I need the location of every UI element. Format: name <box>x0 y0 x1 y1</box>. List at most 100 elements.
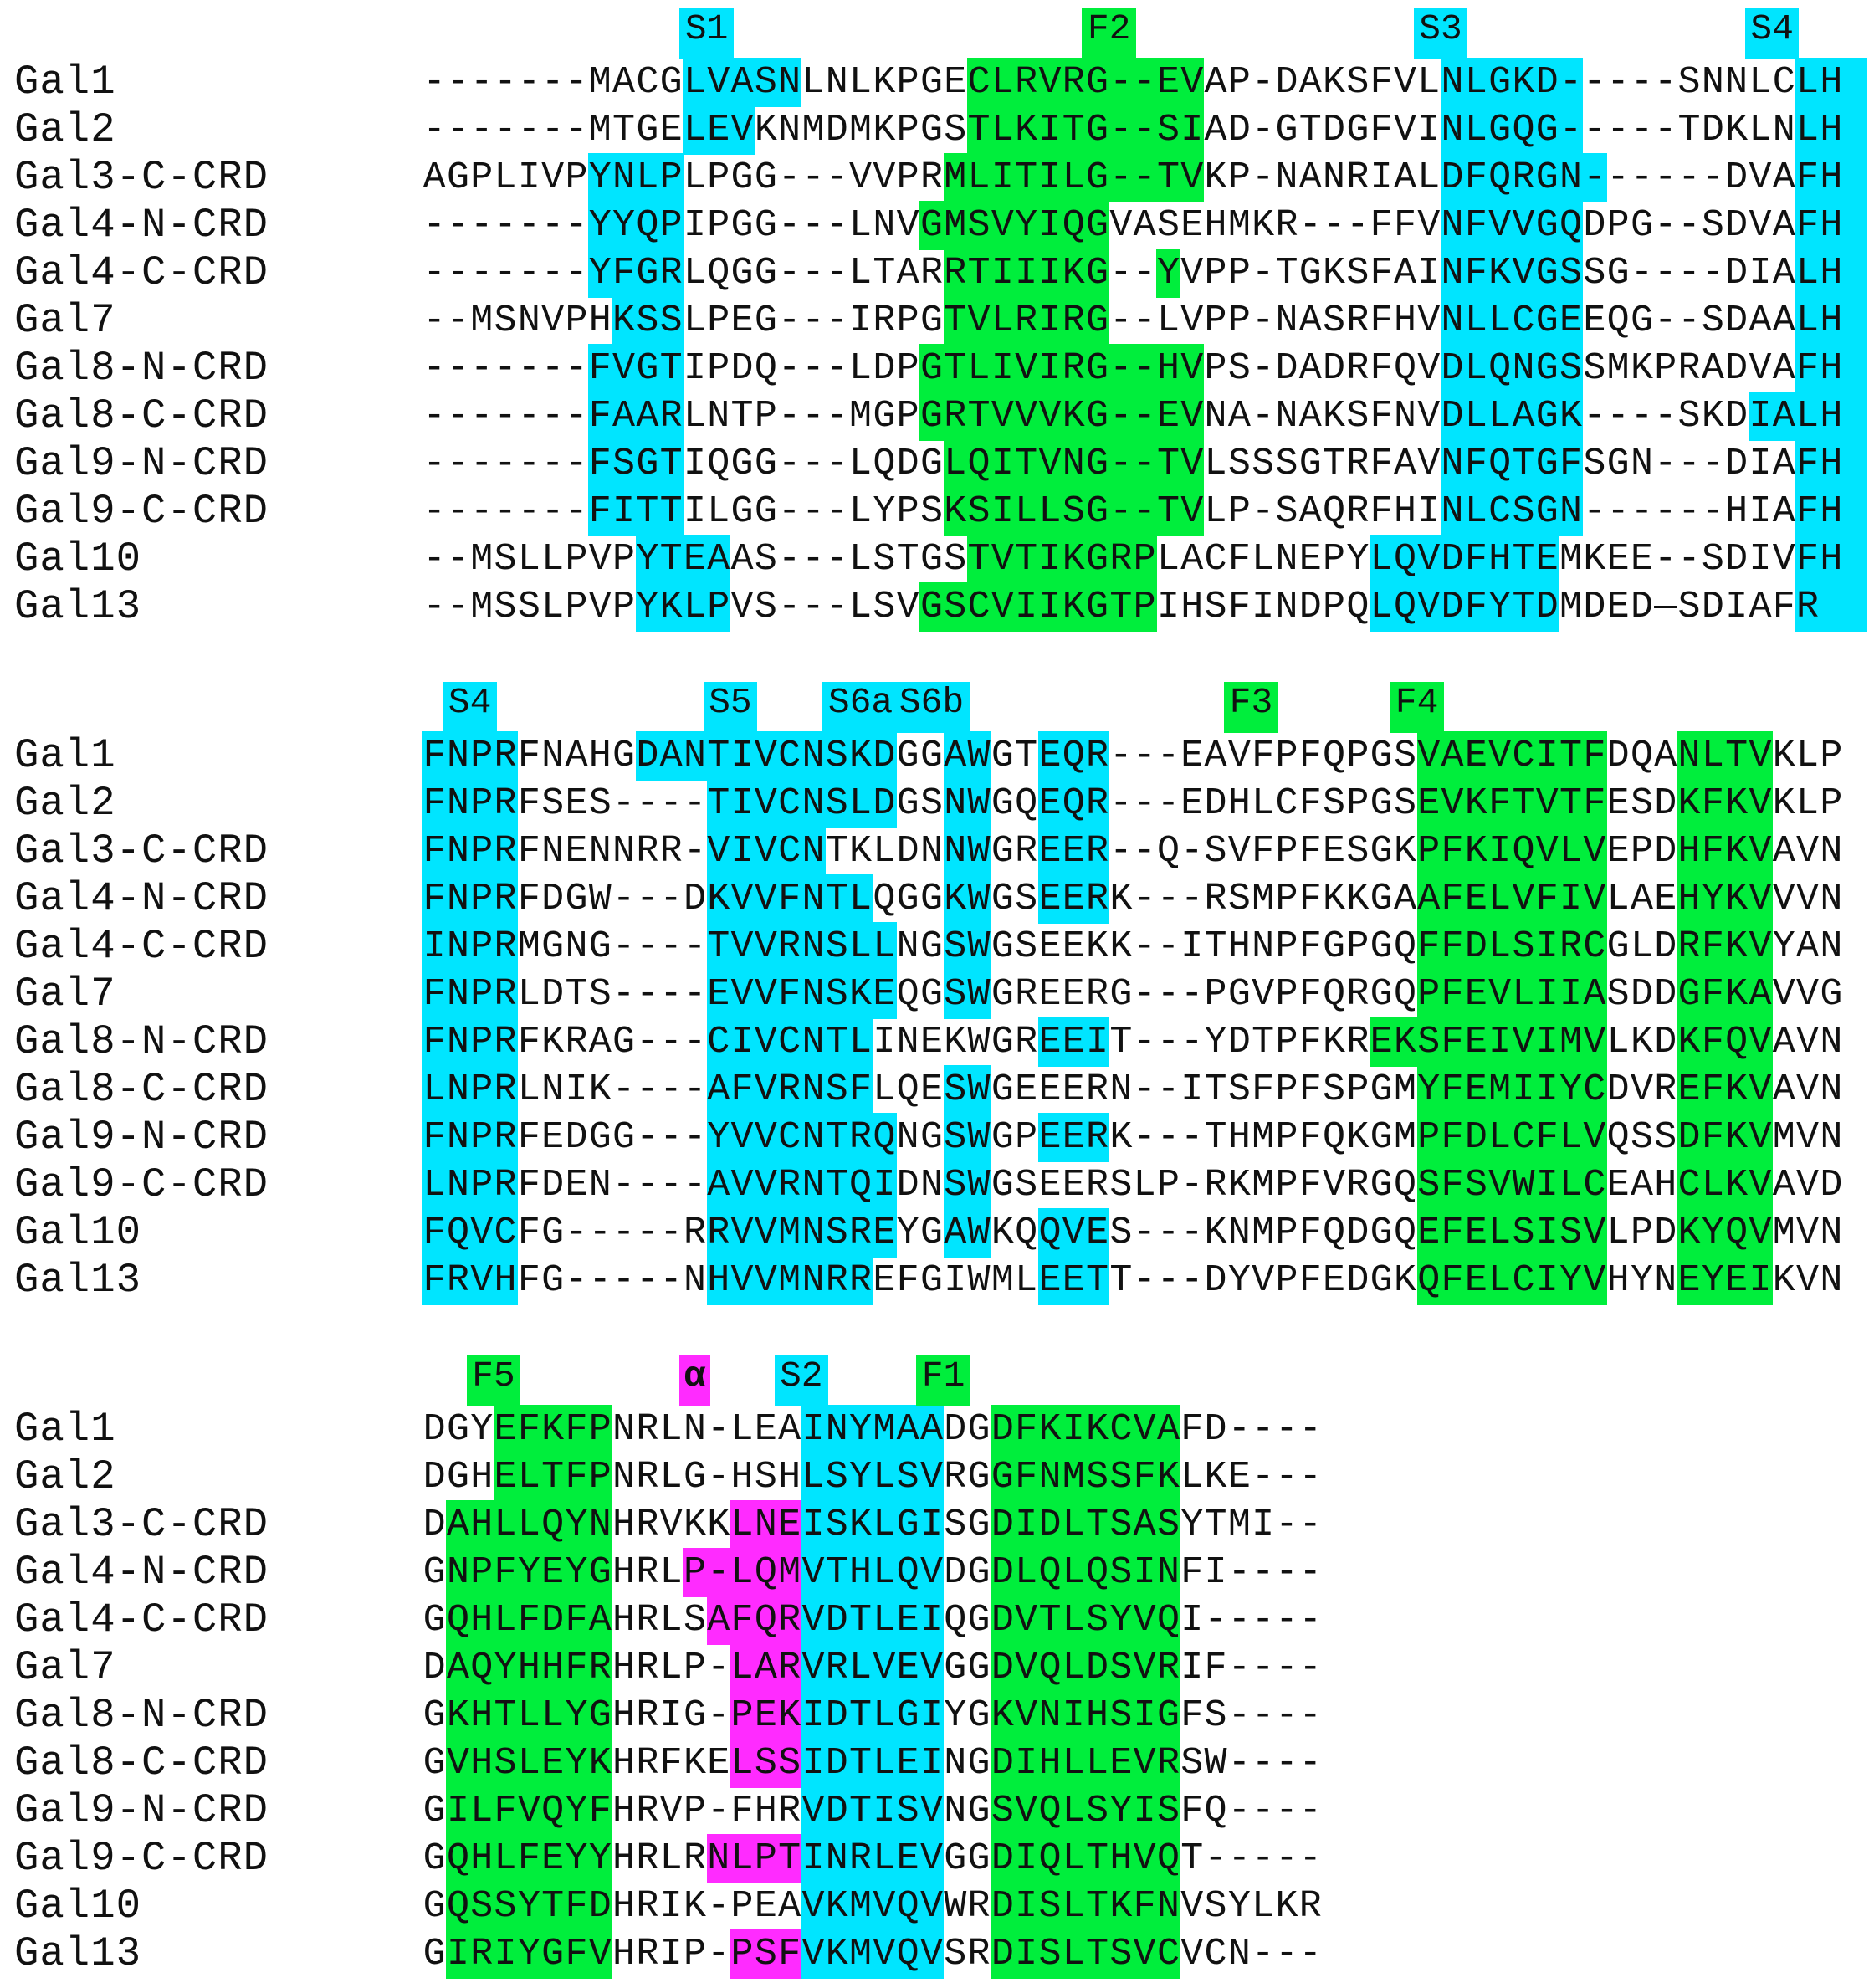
sequence-name: Gal8-N-CRD <box>14 1018 269 1065</box>
sequence-name: Gal10 <box>14 535 142 582</box>
feature-highlight <box>1677 779 1773 828</box>
feature-label-s6a: S6a <box>822 682 899 733</box>
feature-highlight <box>706 874 873 924</box>
feature-highlight <box>1795 58 1867 107</box>
feature-highlight <box>612 296 684 346</box>
feature-highlight <box>588 153 684 202</box>
feature-highlight <box>683 105 755 155</box>
feature-highlight <box>446 1834 612 1883</box>
alignment-row: Gal10- - M S L L P V P Y T E A A S - - - L S T G S T V T I K G R P L A C F… <box>14 535 1843 582</box>
feature-highlight <box>801 1643 945 1693</box>
feature-highlight <box>493 1405 612 1454</box>
feature-highlight <box>422 1065 518 1114</box>
feature-highlight <box>422 1017 518 1067</box>
feature-highlight <box>1795 296 1867 346</box>
feature-highlight <box>919 201 1110 250</box>
sequence-name: Gal2 <box>14 106 116 153</box>
feature-highlight <box>683 58 802 107</box>
alignment-row: Gal10 G Q S S Y T F D H R I K - P E A V K M V Q V W R D I S L T K F N V S Y… <box>14 1883 1322 1929</box>
feature-highlight <box>1677 827 1773 876</box>
feature-highlight <box>588 487 684 536</box>
feature-highlight <box>706 970 897 1019</box>
feature-highlight <box>422 874 518 924</box>
feature-highlight <box>1440 487 1584 536</box>
feature-highlight <box>1795 487 1867 536</box>
feature-highlight <box>1037 1256 1110 1305</box>
alignment-row: Gal8-N-CRD F N P R F K R A G - - - C I V C N T L I N E K W G R E E I T… <box>14 1018 1843 1065</box>
feature-highlight <box>1416 827 1607 876</box>
feature-highlight <box>1677 1256 1773 1305</box>
alignment-row: Gal10 F Q V C F G - - - - - R R V V M N S R E Y G A W K Q Q V E S - - - K N… <box>14 1209 1843 1256</box>
feature-highlight <box>706 1161 897 1210</box>
alignment-row: Gal1 F N P R F N A H G D A N T I V C N S K D G G A W G T E Q R - - - E A V F… <box>14 732 1843 779</box>
feature-highlight <box>943 1161 991 1210</box>
feature-highlight <box>991 1882 1181 1931</box>
feature-highlight <box>1440 248 1584 298</box>
feature-highlight <box>991 1929 1181 1979</box>
feature-highlight <box>422 731 518 781</box>
feature-highlight <box>801 1453 945 1502</box>
feature-highlight <box>1037 827 1110 876</box>
feature-highlight <box>730 1691 802 1740</box>
feature-highlight <box>801 1786 945 1836</box>
feature-highlight <box>1037 1113 1110 1162</box>
feature-highlight <box>1677 1161 1773 1210</box>
alignment-row: Gal13- - M S S L P V P Y K L P V S - - - L S V G S C V I I K G T P I H S F… <box>14 583 1820 630</box>
alignment-row: Gal3-C-CRD A G P L I V P Y N L P L P G G - - - V V P R M L I T I L G -… <box>14 154 1843 201</box>
feature-highlight <box>966 58 1205 107</box>
feature-highlight <box>1795 248 1867 298</box>
feature-highlight <box>1440 201 1584 250</box>
sequence-name: Gal4-N-CRD <box>14 1549 269 1596</box>
feature-highlight <box>801 1596 945 1645</box>
alignment-row: Gal8-N-CRD G K H T L L Y G H R I G - P E K I D T L G I Y G K V N I H S… <box>14 1692 1322 1739</box>
sequence-name: Gal3-C-CRD <box>14 1501 269 1548</box>
feature-label-f2: F2 <box>1082 8 1136 59</box>
alignment-row: Gal9-N-CRD - - - - - - - F S G T I Q G G - - - L Q D G L Q I T V N G -… <box>14 440 1843 487</box>
feature-label-s6b: S6b <box>893 682 970 733</box>
feature-highlight <box>991 1405 1181 1454</box>
alignment-row: Gal4-C-CRD G Q H L F D F A H R L S A F Q R V D T L E I Q G D V T L S Y… <box>14 1596 1322 1643</box>
feature-highlight <box>422 922 518 971</box>
feature-highlight <box>1440 153 1607 202</box>
sequence-name: Gal9-C-CRD <box>14 1161 269 1208</box>
feature-highlight <box>943 1065 991 1114</box>
alignment-row: Gal13 G I R I Y G F V H R I P - P S F V K M V Q V S R D I S L T S V C V C N… <box>14 1930 1322 1977</box>
feature-highlight <box>1677 731 1773 781</box>
feature-highlight <box>801 1929 945 1979</box>
alignment-row: Gal8-N-CRD - - - - - - - F V G T I P D Q - - - L D P G T L I V I R G -… <box>14 345 1843 392</box>
feature-highlight <box>966 535 1157 584</box>
feature-highlight <box>706 1065 873 1114</box>
alignment-row: Gal9-C-CRD L N P R F D E N - - - - A V V R N T Q I D N S W G S E E R S… <box>14 1161 1843 1208</box>
alignment-row: Gal9-C-CRD - - - - - - - F I T T I L G G - - - L Y P S K S I L L S G -… <box>14 488 1843 535</box>
feature-highlight <box>991 1786 1181 1836</box>
feature-highlight <box>943 487 1205 536</box>
feature-highlight <box>1748 392 1867 441</box>
feature-highlight <box>943 779 991 828</box>
feature-highlight <box>1795 153 1867 202</box>
alignment-block-2: S4 S5 S6a S6b F3 F4 Gal1 F N P R F N A H G D A N T I V C N S K D G G… <box>0 674 1874 1305</box>
feature-highlight <box>446 1739 612 1788</box>
feature-highlight <box>588 201 684 250</box>
feature-label-: α <box>679 1355 710 1406</box>
feature-highlight <box>730 1500 802 1550</box>
feature-highlight <box>446 1786 612 1836</box>
sequence-name: Gal2 <box>14 780 116 827</box>
feature-highlight <box>1416 1256 1607 1305</box>
feature-highlight <box>1795 344 1867 393</box>
feature-highlight <box>422 1113 518 1162</box>
feature-highlight <box>1440 296 1584 346</box>
feature-highlight <box>1416 731 1607 781</box>
feature-highlight <box>422 827 518 876</box>
feature-highlight <box>1795 201 1867 250</box>
sequence-name: Gal8-N-CRD <box>14 345 269 392</box>
feature-highlight <box>801 1548 945 1597</box>
sequence-name: Gal2 <box>14 1453 116 1500</box>
sequence-name: Gal9-N-CRD <box>14 1114 269 1161</box>
feature-label-s2: S2 <box>774 1355 829 1406</box>
sequence-name: Gal8-C-CRD <box>14 1066 269 1113</box>
feature-highlight <box>991 1643 1181 1693</box>
feature-highlight <box>991 1834 1181 1883</box>
sequence-name: Gal13 <box>14 1257 142 1304</box>
feature-highlight <box>706 922 897 971</box>
feature-label-s5: S5 <box>703 682 758 733</box>
